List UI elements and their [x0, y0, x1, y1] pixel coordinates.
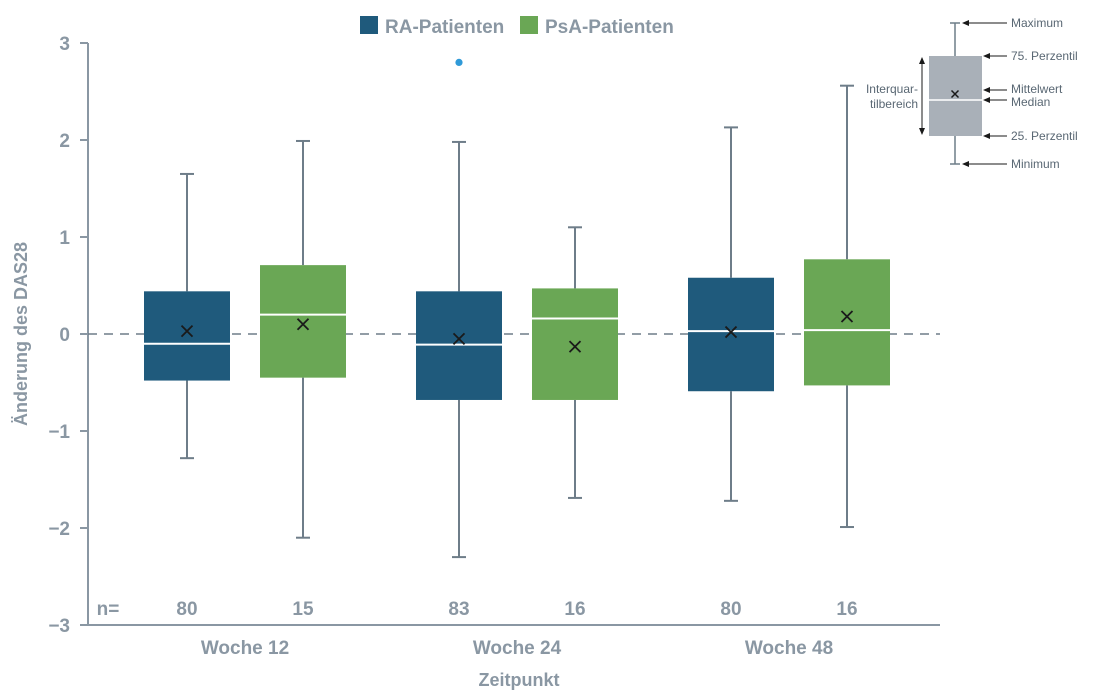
key-mean-label: Mittelwert	[1011, 82, 1063, 96]
iqr-box	[804, 259, 890, 386]
box-RA-Patienten-Woche 48	[688, 126, 774, 502]
mean-marker	[724, 325, 738, 339]
iqr-box	[260, 265, 346, 378]
y-tick-label: 3	[59, 34, 70, 55]
key-median-label: Median	[1011, 95, 1050, 109]
n-prefix: n=	[97, 599, 120, 620]
y-tick-label: −3	[48, 616, 70, 637]
box-PsA-Patienten-Woche 12	[260, 139, 346, 539]
x-category-label: Woche 48	[745, 638, 833, 659]
key-iqr-label-line: Interquar-	[866, 82, 918, 96]
key-box	[929, 56, 982, 136]
iqr-box	[532, 288, 618, 400]
key-p75-label: 75. Perzentil	[1011, 49, 1078, 63]
box-RA-Patienten-Woche 12	[144, 172, 230, 460]
n-count-label: 16	[836, 599, 857, 620]
y-tick-label: 2	[59, 131, 70, 152]
legend-swatch	[520, 16, 538, 34]
legend-swatch	[360, 16, 378, 34]
n-count-label: 80	[720, 599, 741, 620]
box-RA-Patienten-Woche 24	[416, 58, 502, 559]
mean-marker	[452, 332, 466, 345]
key-iqr-label-line: tilbereich	[870, 97, 918, 111]
iqr-box	[144, 291, 230, 381]
key-mean-marker	[950, 89, 960, 99]
legend-label: PsA-Patienten	[545, 17, 674, 38]
y-tick-label: −1	[48, 422, 70, 443]
y-tick-label: 0	[59, 325, 70, 346]
n-count-label: 80	[176, 599, 197, 620]
n-count-label: 83	[448, 599, 469, 620]
mean-marker	[568, 340, 582, 353]
box-PsA-Patienten-Woche 48	[804, 84, 890, 529]
key-p25-label: 25. Perzentil	[1011, 129, 1078, 143]
n-count-label: 15	[292, 599, 314, 620]
x-axis-title: Zeitpunkt	[479, 670, 560, 690]
box-PsA-Patienten-Woche 24	[532, 226, 618, 499]
outlier-point	[455, 58, 463, 66]
legend-label: RA-Patienten	[385, 17, 504, 38]
key-minimum-label: Minimum	[1011, 157, 1060, 171]
x-category-label: Woche 24	[473, 638, 562, 659]
mean-marker	[840, 310, 854, 323]
mean-marker	[296, 318, 310, 331]
y-axis-title: Änderung des DAS28	[11, 242, 31, 426]
iqr-box	[688, 277, 774, 392]
key-iqr-label: Interquar-tilbereich	[866, 82, 918, 111]
boxes-group	[144, 58, 890, 559]
axes-group: 3 2 1 0 −1 −2 −3 Änderung des DAS28 Zeitpunkt	[11, 34, 940, 690]
category-labels-group: n= 80 83 80 15 16 16 Woche 12 Woche 24 Woche 48	[97, 599, 858, 659]
n-count-label: 16	[564, 599, 585, 620]
legend: RA-Patienten PsA-Patienten	[360, 16, 674, 38]
y-tick-label: 1	[59, 228, 70, 249]
y-tick-label: −2	[48, 519, 70, 540]
x-category-label: Woche 12	[201, 638, 289, 659]
key-maximum-label: Maximum	[1011, 16, 1063, 30]
mean-marker	[180, 324, 194, 338]
